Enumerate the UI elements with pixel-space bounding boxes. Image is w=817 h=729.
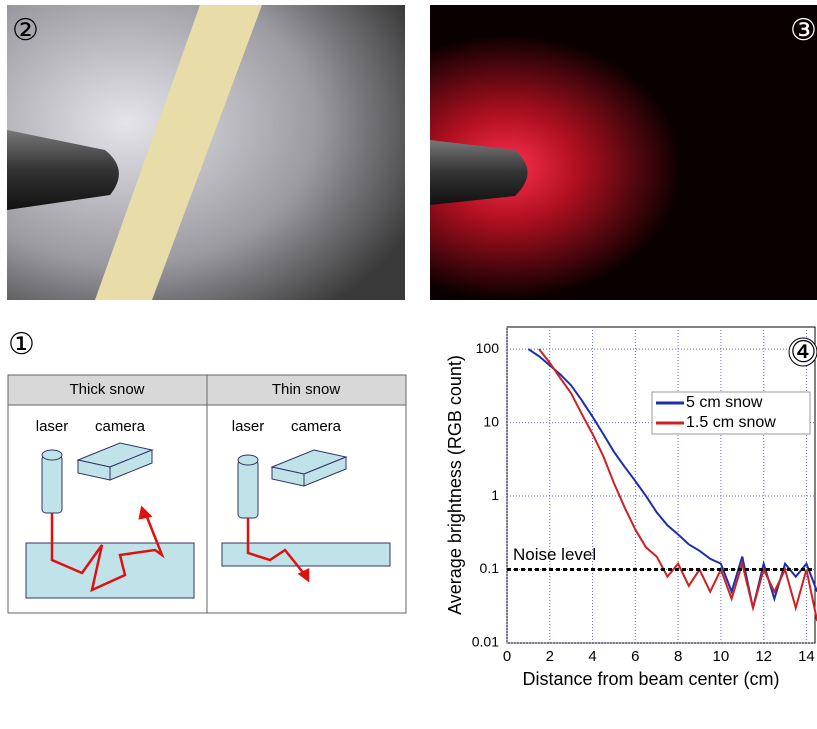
panel-label: ① [8, 328, 35, 361]
x-axis-label: Distance from beam center (cm) [522, 669, 779, 689]
y-tick-label: 0.1 [480, 560, 500, 576]
panel-label: ④ [790, 336, 817, 369]
chart: 0.01 0.1 1 10 100 0 2 4 6 8 10 12 14 Distance from be… [445, 327, 817, 689]
legend-label: 1.5 cm snow [686, 414, 776, 431]
plot-area [507, 327, 815, 643]
laser-label: laser [232, 418, 265, 435]
camera-label: camera [291, 418, 342, 435]
y-axis-label: Average brightness (RGB count) [445, 355, 465, 615]
x-tick-label: 2 [546, 648, 554, 665]
page: ② ③ ① Thick snow Thin snow laser camera … [0, 0, 817, 729]
x-tick-label: 10 [713, 648, 730, 665]
y-tick-label: 10 [483, 413, 499, 429]
camera-label: camera [95, 418, 146, 435]
x-tick-label: 12 [755, 648, 772, 665]
y-tick-label: 1 [491, 487, 499, 503]
column-title: Thin snow [272, 381, 341, 398]
x-tick-label: 14 [798, 648, 815, 665]
x-tick-label: 6 [631, 648, 639, 665]
x-tick-label: 0 [503, 648, 511, 665]
figure: ② ③ ① Thick snow Thin snow laser camera … [0, 0, 817, 729]
panel-label: ③ [790, 14, 817, 47]
column-title: Thick snow [69, 381, 144, 398]
panel-label: ② [12, 14, 39, 47]
x-tick-label: 4 [588, 648, 596, 665]
noise-label: Noise level [513, 545, 596, 564]
y-tick-label: 0.01 [472, 634, 499, 650]
y-tick-label: 100 [476, 340, 500, 356]
x-tick-label: 8 [674, 648, 682, 665]
legend-label: 5 cm snow [686, 394, 763, 411]
laser-rod [430, 140, 528, 205]
laser-label: laser [36, 418, 69, 435]
